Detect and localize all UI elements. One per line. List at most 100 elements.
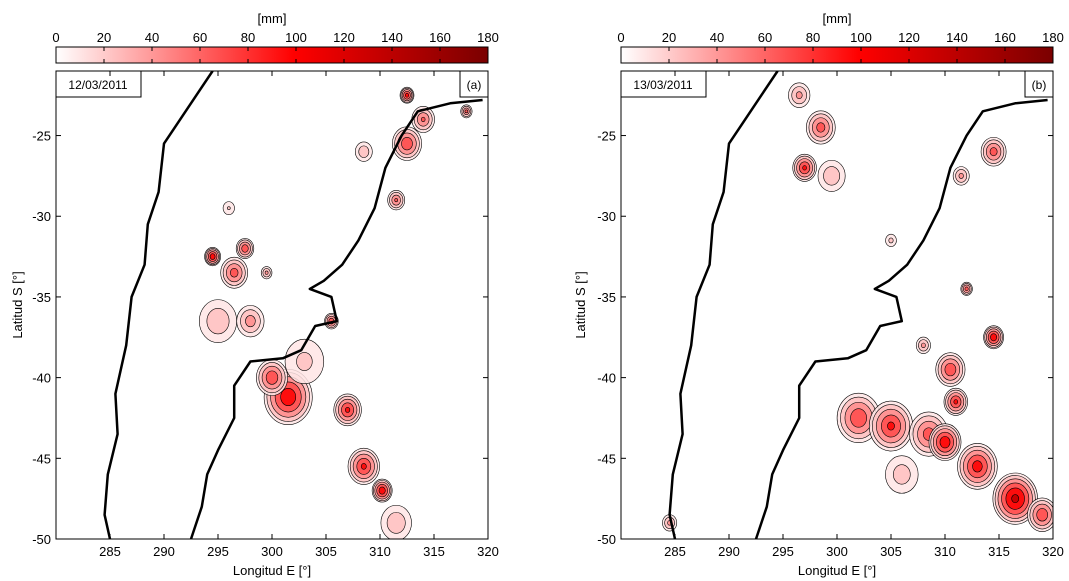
precip-cell [806, 110, 836, 145]
precip-contour [296, 352, 313, 371]
x-tick-label: 300 [261, 544, 283, 559]
precip-contour [953, 399, 959, 405]
pacific-coastline [103, 71, 214, 539]
y-tick-label: -30 [32, 209, 51, 224]
precip-cell [220, 256, 249, 289]
precip-cell [284, 338, 325, 385]
y-tick-label: -50 [32, 532, 51, 547]
axes: 285 290 295 300 305 310 315 320 -25 -30 -35 -40 -45 -… [597, 71, 1064, 559]
x-tick-label: 305 [880, 544, 902, 559]
precip-contour [1011, 494, 1020, 504]
precip-cell [885, 233, 897, 247]
date-label: 12/03/2011 [68, 78, 127, 92]
colorbar-tick-label: 120 [898, 30, 920, 45]
precip-contour [816, 122, 826, 133]
date-box [55, 70, 142, 98]
precip-cell [792, 153, 817, 182]
precip-cell [387, 189, 406, 211]
y-tick-label: -50 [597, 532, 616, 547]
panel-b: [mm] 0 20 40 60 80 100 120 140 160 180 13/03/2011… [573, 11, 1064, 578]
precip-contour [1036, 508, 1048, 522]
x-tick-label: 290 [153, 544, 175, 559]
x-tick-label: 300 [826, 544, 848, 559]
precip-contour [404, 92, 410, 98]
precip-contour [850, 408, 867, 428]
precip-cell [928, 423, 962, 461]
precipitation-field [662, 82, 1053, 532]
x-tick-label: 285 [664, 544, 686, 559]
precip-contour [887, 421, 895, 431]
precip-cell [868, 400, 914, 452]
precip-contour [345, 406, 351, 413]
colorbar-tick-label: 40 [710, 30, 724, 45]
panel-a: [mm] 0 20 40 60 80 100 120 140 160 180 12/03/2011… [10, 11, 499, 578]
precip-contour [264, 270, 269, 275]
colorbar-tick-label: 60 [758, 30, 772, 45]
precip-cell [235, 238, 255, 259]
x-tick-label: 310 [369, 544, 391, 559]
precip-cell [935, 352, 966, 387]
precip-contour [358, 145, 370, 158]
x-tick-label: 315 [988, 544, 1010, 559]
precip-contour [401, 137, 413, 151]
coastline [103, 71, 483, 539]
x-tick-label: 285 [99, 544, 121, 559]
precip-contour [241, 244, 249, 253]
atlantic-coastline [189, 98, 483, 539]
x-tick-label: 320 [1042, 544, 1064, 559]
x-tick-label: 290 [718, 544, 740, 559]
colorbar-tick-label: 180 [1042, 30, 1064, 45]
colorbar-tick-label: 80 [241, 30, 255, 45]
precip-contour [802, 165, 807, 171]
precip-cell [943, 387, 968, 416]
precip-contour [939, 436, 951, 449]
colorbar [620, 46, 1054, 64]
precip-cell [198, 299, 238, 343]
precip-cell [788, 82, 811, 108]
precip-cell [399, 86, 415, 104]
x-tick-label: 305 [315, 544, 337, 559]
y-tick-label: -45 [597, 451, 616, 466]
precip-cell [260, 266, 273, 280]
precip-cell [460, 104, 473, 119]
precip-contour [972, 460, 983, 473]
x-tick-label: 295 [207, 544, 229, 559]
colorbar-tick-label: 140 [381, 30, 403, 45]
colorbar-ticks: 0 20 40 60 80 100 120 140 160 180 [52, 30, 499, 63]
precip-cell [222, 201, 235, 216]
colorbar-tick-label: 60 [193, 30, 207, 45]
y-tick-label: -35 [597, 290, 616, 305]
precip-contour [360, 463, 367, 470]
precip-contour [795, 91, 803, 100]
precip-cell [256, 359, 288, 396]
colorbar-tick-label: 0 [617, 30, 624, 45]
precip-cell [817, 159, 846, 192]
colorbar-unit-label: [mm] [258, 11, 287, 26]
colorbar-ticks: 0 20 40 60 80 100 120 140 160 180 [617, 30, 1064, 63]
y-tick-label: -35 [32, 290, 51, 305]
precip-cell [1027, 497, 1053, 532]
precip-cell [354, 141, 373, 162]
panel-label-box [1024, 70, 1054, 98]
colorbar-tick-label: 160 [994, 30, 1016, 45]
precip-cell [983, 325, 1004, 350]
colorbar-tick-label: 40 [145, 30, 159, 45]
precip-contour [394, 198, 399, 203]
precip-contour [420, 116, 426, 122]
colorbar-tick-label: 100 [850, 30, 872, 45]
precip-contour [227, 206, 231, 210]
panel-label: (b) [1032, 78, 1047, 92]
y-axis-label: Latitud S [°] [573, 271, 588, 338]
precip-contour [230, 267, 239, 278]
precip-contour [823, 166, 841, 186]
colorbar-tick-label: 140 [946, 30, 968, 45]
colorbar-unit-label: [mm] [823, 11, 852, 26]
precip-cell [915, 336, 931, 354]
colorbar-tick-label: 100 [285, 30, 307, 45]
x-tick-label: 295 [772, 544, 794, 559]
precip-contour [280, 387, 297, 406]
precip-contour [990, 333, 998, 342]
precip-contour [958, 172, 964, 179]
date-label: 13/03/2011 [633, 78, 692, 92]
